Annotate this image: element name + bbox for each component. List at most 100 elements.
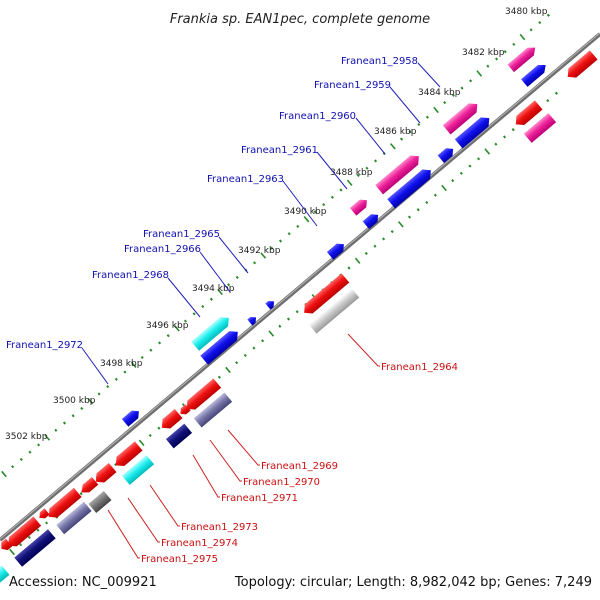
gene-feature[interactable] <box>507 44 539 73</box>
gene-feature[interactable] <box>78 477 99 496</box>
minor-tick <box>157 426 161 430</box>
minor-tick <box>183 319 187 323</box>
minor-tick <box>416 208 420 212</box>
gene-feature[interactable] <box>56 501 92 535</box>
minor-tick <box>382 237 386 241</box>
upper-gene-features <box>121 44 549 427</box>
minor-tick <box>235 275 239 279</box>
gene-feature[interactable] <box>37 508 50 521</box>
gene-feature[interactable] <box>308 288 360 334</box>
gene-feature[interactable] <box>121 407 142 427</box>
scale-label: 3492 kbp <box>238 246 281 256</box>
minor-tick <box>252 346 256 350</box>
gene-label-franean1-2966[interactable]: Franean1_2966 <box>124 244 201 255</box>
gene-feature[interactable] <box>45 487 82 522</box>
minor-tick <box>330 195 334 199</box>
gene-feature[interactable] <box>191 313 232 351</box>
gene-feature[interactable] <box>200 327 241 365</box>
gene-label-franean1-2971[interactable]: Franean1_2971 <box>221 493 298 504</box>
minor-tick <box>347 266 351 270</box>
minor-tick <box>296 224 300 228</box>
minor-tick <box>451 93 455 97</box>
minor-tick <box>512 42 516 46</box>
minor-tick <box>36 528 40 532</box>
upper-scale-ticks <box>1 13 550 478</box>
gene-label-franean1-2975[interactable]: Franean1_2975 <box>141 554 218 565</box>
gene-feature[interactable] <box>193 392 233 428</box>
genome-backbone-highlight <box>0 32 600 540</box>
minor-tick <box>149 348 153 352</box>
major-tick <box>303 215 310 223</box>
gene-feature[interactable] <box>387 166 434 209</box>
gene-feature[interactable] <box>0 565 10 583</box>
gene-feature[interactable] <box>300 273 350 317</box>
minor-tick <box>97 392 101 396</box>
gene-feature[interactable] <box>564 50 598 81</box>
minor-tick <box>278 239 283 243</box>
minor-tick <box>459 171 463 175</box>
gene-feature[interactable] <box>521 61 549 87</box>
minor-tick <box>243 353 247 357</box>
minor-tick <box>399 137 404 141</box>
gene-label-franean1-2959[interactable]: Franean1_2959 <box>314 80 391 91</box>
gene-feature[interactable] <box>183 378 222 414</box>
minor-tick <box>390 230 394 234</box>
gene-feature[interactable] <box>14 529 56 567</box>
major-tick <box>260 252 267 259</box>
minor-tick <box>486 64 490 68</box>
gene-label-franean1-2970[interactable]: Franean1_2970 <box>243 477 320 488</box>
gene-label-franean1-2974[interactable]: Franean1_2974 <box>161 538 238 549</box>
gene-feature[interactable] <box>88 490 112 514</box>
gene-label-franean1-2968[interactable]: Franean1_2968 <box>92 270 169 281</box>
minor-tick <box>54 428 58 432</box>
major-tick <box>397 221 404 228</box>
lower-gene-features <box>0 50 598 583</box>
gene-feature[interactable] <box>375 152 422 195</box>
minor-tick <box>425 200 429 205</box>
minor-tick <box>313 210 317 214</box>
gene-label-franean1-2964[interactable]: Franean1_2964 <box>381 362 458 373</box>
minor-tick <box>278 324 282 328</box>
major-tick <box>1 470 7 478</box>
gene-label-franean1-2960[interactable]: Franean1_2960 <box>279 111 356 122</box>
gene-feature[interactable] <box>92 462 117 486</box>
gene-label-franean1-2963[interactable]: Franean1_2963 <box>207 174 284 185</box>
gene-feature[interactable] <box>178 404 191 417</box>
minor-tick <box>286 317 291 321</box>
minor-tick <box>114 377 118 381</box>
minor-tick <box>443 101 447 105</box>
minor-tick <box>253 261 257 265</box>
gene-feature[interactable] <box>437 145 457 163</box>
gene-feature[interactable] <box>326 240 347 260</box>
minor-tick <box>538 20 542 25</box>
major-tick <box>484 148 491 155</box>
minor-tick <box>19 543 23 547</box>
gene-feature[interactable] <box>121 455 155 485</box>
gene-label-franean1-2965[interactable]: Franean1_2965 <box>143 229 220 240</box>
gene-label-franean1-2961[interactable]: Franean1_2961 <box>241 145 318 156</box>
gene-feature[interactable] <box>454 114 493 149</box>
minor-tick <box>477 157 481 161</box>
minor-tick <box>217 375 221 379</box>
gene-feature[interactable] <box>0 538 13 553</box>
gene-feature[interactable] <box>523 113 557 143</box>
minor-tick <box>322 203 326 207</box>
gene-label-franean1-2969[interactable]: Franean1_2969 <box>261 461 338 472</box>
gene-label-franean1-2972[interactable]: Franean1_2972 <box>6 340 83 351</box>
minor-tick <box>494 142 498 146</box>
gene-feature[interactable] <box>158 408 183 432</box>
minor-tick <box>546 13 550 17</box>
gene-feature[interactable] <box>165 423 193 449</box>
gene-label-franean1-2973[interactable]: Franean1_2973 <box>181 522 258 533</box>
gene-feature[interactable] <box>265 298 276 310</box>
gene-feature[interactable] <box>4 516 42 551</box>
gene-feature[interactable] <box>349 196 370 216</box>
minor-tick <box>295 310 299 314</box>
gene-feature[interactable] <box>362 211 382 229</box>
gene-label-franean1-2958[interactable]: Franean1_2958 <box>341 56 418 67</box>
gene-feature[interactable] <box>442 100 481 135</box>
gene-feature[interactable] <box>112 441 143 470</box>
gene-feature[interactable] <box>512 100 543 129</box>
gene-feature[interactable] <box>247 314 258 326</box>
